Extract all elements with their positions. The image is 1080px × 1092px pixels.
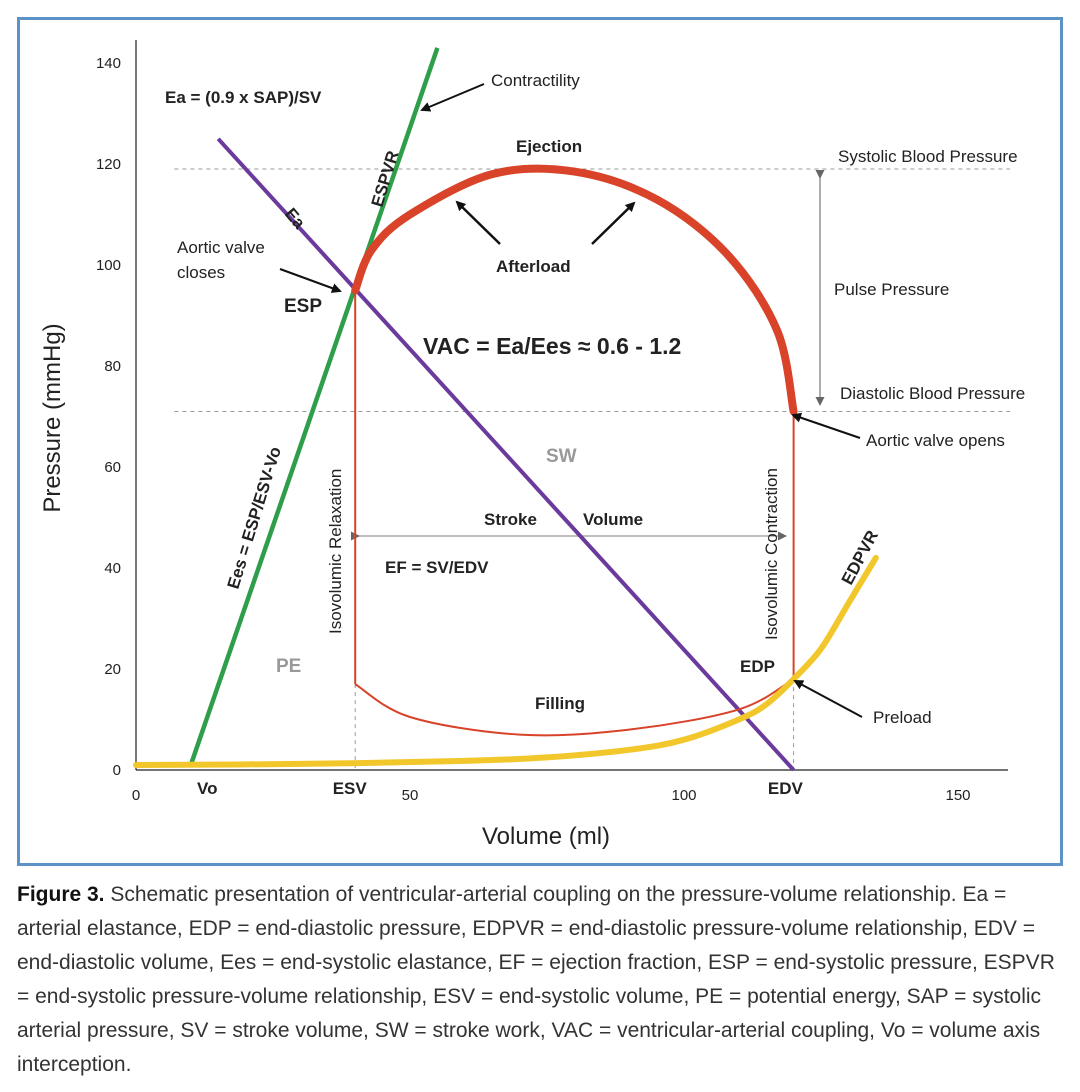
diastolic-bp-label: Diastolic Blood Pressure [840,384,1025,403]
volume-label: Volume [583,510,643,529]
y-tick-label: 20 [104,661,121,678]
systolic-bp-label: Systolic Blood Pressure [838,147,1018,166]
isovolumic-contraction-label: Isovolumic Contraction [762,468,781,640]
y-tick-label: 140 [96,55,121,72]
aortic-valve-closes-label-2: closes [177,263,225,282]
figure-caption: Figure 3. Schematic presentation of vent… [17,878,1063,1082]
afterload-label: Afterload [496,257,571,276]
x-tick-label: 150 [945,787,970,804]
figure-frame [17,17,1063,866]
ea-label: Ea [281,204,309,233]
espvr-line [188,47,440,766]
pulse-pressure-label: Pulse Pressure [834,280,949,299]
pv-loop-filling [354,678,795,737]
x-special-label-edv: EDV [768,779,804,798]
contractility-label: Contractility [491,71,580,90]
edp-label: EDP [740,657,775,676]
esp-label: ESP [284,296,322,317]
stroke-label: Stroke [484,510,537,529]
vac-label: VAC = Ea/Ees ≈ 0.6 - 1.2 [423,333,681,359]
y-tick-label: 40 [104,560,121,577]
x-tick-label: 0 [132,787,140,804]
afterload-arrow-right [591,201,636,245]
ejection-label: Ejection [516,137,582,156]
edpvr-curve [133,554,879,768]
contractility-arrow [420,83,485,112]
pe-label: PE [276,656,301,677]
pv-loop-chart: 0 20 40 60 80 100 120 140 0 50 100 150 Vo ESV EDV Vol… [39,40,1025,850]
y-tick-label: 60 [104,459,121,476]
preload-arrow [793,680,863,718]
x-tick-labels: 0 50 100 150 Vo ESV EDV [132,779,971,804]
y-axis-title: Pressure (mmHg) [39,323,66,512]
y-tick-label: 100 [96,257,121,274]
afterload-arrow-left [455,200,501,245]
pv-loop-ejection [351,164,798,416]
figure-caption-text: Schematic presentation of ventricular-ar… [17,883,1055,1076]
isovolumic-relaxation-label: Isovolumic Relaxation [326,469,345,634]
x-special-label-vo: Vo [197,779,217,798]
equation-ea-label: Ea = (0.9 x SAP)/SV [165,88,322,107]
espvr-label: ESPVR [368,148,403,209]
sw-label: SW [546,446,577,467]
y-tick-label: 120 [96,156,121,173]
aortic-valve-opens-arrow [791,412,861,439]
y-tick-labels: 0 20 40 60 80 100 120 140 [96,55,121,779]
aortic-valve-opens-label: Aortic valve opens [866,431,1005,450]
x-special-label-esv: ESV [333,779,368,798]
filling-label: Filling [535,694,585,713]
y-tick-label: 0 [113,762,121,779]
y-tick-label: 80 [104,358,121,375]
ea-line [216,137,796,772]
x-tick-label: 50 [402,787,419,804]
figure-caption-label: Figure 3. [17,883,105,906]
x-axis-title: Volume (ml) [482,823,610,850]
aortic-valve-closes-arrow [279,268,342,293]
preload-label: Preload [873,708,932,727]
ef-label: EF = SV/EDV [385,558,489,577]
x-tick-label: 100 [671,787,696,804]
aortic-valve-closes-label-1: Aortic valve [177,238,265,257]
